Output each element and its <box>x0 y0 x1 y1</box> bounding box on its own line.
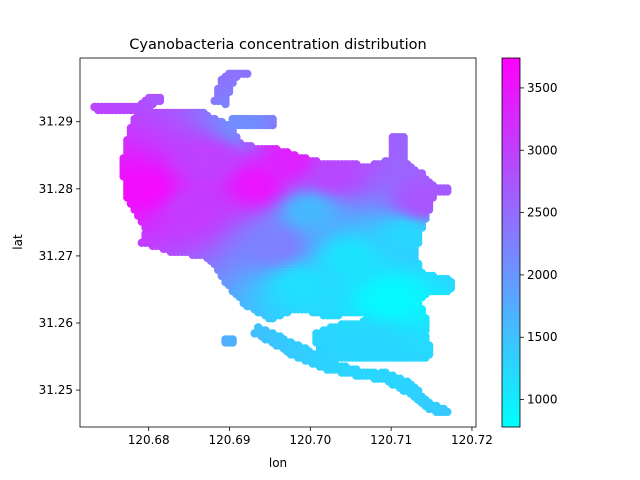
chart-title: Cyanobacteria concentration distribution <box>129 37 426 53</box>
scatter-point <box>352 365 361 374</box>
scatter-point <box>403 377 412 386</box>
x-axis-ticks: 120.68 120.69 120.70 120.71 120.72 <box>128 427 493 447</box>
y-tick-label: 31.25 <box>39 383 73 397</box>
scatter-point <box>443 184 452 193</box>
scatter-point <box>399 133 408 142</box>
colorbar-tick-label: 3000 <box>527 143 558 157</box>
scatter-point <box>294 341 303 350</box>
scatter-point <box>155 93 165 103</box>
scatter-point <box>268 114 277 124</box>
y-tick-label: 31.28 <box>39 182 73 196</box>
colorbar <box>501 57 521 428</box>
scatter-point <box>199 108 208 118</box>
scatter-point <box>272 145 281 154</box>
scatter-point <box>428 271 437 281</box>
scatter-point <box>341 362 350 371</box>
y-tick-label: 31.26 <box>39 316 73 330</box>
scatter-point <box>432 401 441 411</box>
y-axis-label: lat <box>11 234 25 250</box>
scatter-point <box>370 368 379 377</box>
scatter-point <box>301 154 310 163</box>
colorbar-tick-label: 1500 <box>527 330 558 344</box>
scatter-point <box>388 371 397 380</box>
scatter-point <box>439 404 448 414</box>
scatter-points <box>90 69 456 417</box>
scatter-point <box>210 114 219 124</box>
scatter-point <box>261 326 270 335</box>
scatter-point <box>228 335 237 344</box>
y-tick-label: 31.29 <box>39 115 73 129</box>
colorbar-ticks: 1000 1500 2000 2500 3000 3500 <box>520 81 558 407</box>
scatter-point <box>381 368 390 377</box>
scatter-point <box>323 356 332 365</box>
scatter-point <box>443 274 452 284</box>
scatter-point <box>312 157 321 166</box>
scatter-point <box>243 69 252 79</box>
x-tick-label: 120.68 <box>128 433 170 447</box>
scatter-point <box>286 338 296 347</box>
x-tick-label: 120.70 <box>289 433 331 447</box>
scatter-point <box>290 151 299 160</box>
scatter-point <box>283 148 292 157</box>
scatter-point <box>268 329 277 338</box>
scatter-point <box>217 117 226 127</box>
scatter-point <box>352 160 361 169</box>
colorbar-tick-label: 1000 <box>527 393 558 407</box>
scatter-point <box>254 323 263 332</box>
x-tick-label: 120.69 <box>209 433 251 447</box>
x-axis-label: lon <box>269 456 287 470</box>
colorbar-tick-label: 3500 <box>527 81 558 95</box>
colorbar-tick-label: 2000 <box>527 268 558 282</box>
x-tick-label: 120.71 <box>370 433 412 447</box>
y-tick-label: 31.27 <box>39 249 73 263</box>
scatter-point <box>417 169 427 178</box>
y-axis-ticks: 31.25 31.26 31.27 31.28 31.29 <box>39 115 80 397</box>
scatter-point <box>395 374 405 383</box>
colorbar-tick-label: 2500 <box>527 206 558 220</box>
x-tick-label: 120.72 <box>451 433 493 447</box>
scatter-point <box>246 142 256 151</box>
scatter-point <box>275 332 285 341</box>
scatter-point <box>301 344 310 353</box>
